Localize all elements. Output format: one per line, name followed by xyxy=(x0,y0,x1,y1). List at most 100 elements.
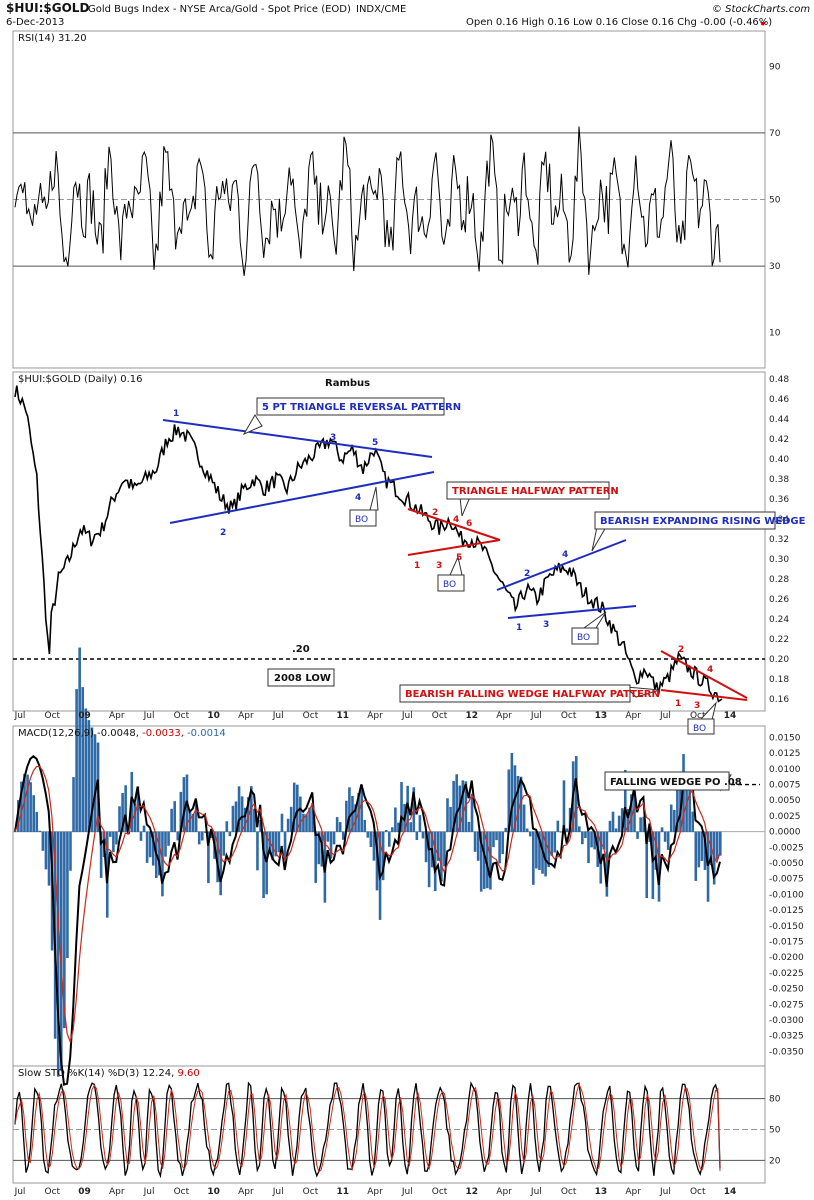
callout-pointer xyxy=(242,414,263,436)
macd-tick-label: -0.0250 xyxy=(769,985,804,995)
macd-histogram-bar xyxy=(369,831,373,847)
macd-histogram-bar xyxy=(409,822,413,833)
macd-histogram-bar xyxy=(338,822,342,833)
falling-wedge-lower xyxy=(660,689,748,701)
macd-histogram-bar xyxy=(574,756,578,833)
macd-histogram-bar xyxy=(69,831,72,871)
macd-histogram-bar xyxy=(216,831,219,883)
macd-histogram-bar xyxy=(657,831,661,902)
sto-label: Slow STO %K(14) %D(3) xyxy=(18,1068,139,1079)
label-expanding-wedge: BEARISH EXPANDING RISING WEDGE xyxy=(600,516,806,527)
macd-histogram-bar xyxy=(142,825,146,833)
macd-histogram-bar xyxy=(271,831,275,861)
macd-histogram-bar xyxy=(317,831,321,865)
price-tick-label: 0.42 xyxy=(769,435,789,445)
falling-wedge-upper xyxy=(660,650,748,699)
bo-label: BO xyxy=(443,580,456,590)
price-x-tick: Oct xyxy=(174,711,190,721)
macd-histogram-bar xyxy=(225,821,229,833)
macd-histogram-bar xyxy=(259,820,262,833)
macd-histogram-bar xyxy=(93,734,97,833)
macd-value: -0.0048, xyxy=(97,728,139,739)
macd-histogram-bar xyxy=(630,794,633,833)
macd-histogram-bar xyxy=(602,831,606,850)
price-x-tick: 12 xyxy=(466,711,479,721)
sto-x-tick: 13 xyxy=(595,1187,608,1197)
sto-x-tick: 14 xyxy=(724,1187,737,1197)
macd-histogram-bar xyxy=(63,831,66,1029)
bo-label: BO xyxy=(577,633,590,643)
macd-histogram-bar xyxy=(26,774,29,833)
macd-histogram-bar xyxy=(44,831,48,870)
macd-histogram-bar xyxy=(262,831,265,899)
sto-title: Slow STO %K(14) %D(3) 12.24, 9.60 xyxy=(18,1068,200,1079)
price-tick-label: 0.34 xyxy=(769,515,789,525)
macd-histogram-bar xyxy=(308,807,311,833)
price-x-tick: Oct xyxy=(303,711,319,721)
macd-histogram-bar xyxy=(139,831,143,841)
halfway-triangle-upper xyxy=(407,508,501,541)
macd-histogram-bar xyxy=(590,831,593,848)
macd-histogram-bar xyxy=(519,776,523,833)
sto-k-value: 12.24, xyxy=(142,1068,174,1079)
wave-number: 4 xyxy=(355,493,361,503)
macd-histogram-bar xyxy=(87,720,91,833)
macd-histogram-bar xyxy=(544,831,547,877)
macd-tick-label: 0.0100 xyxy=(769,765,801,775)
wave-number: 1 xyxy=(173,409,179,419)
wave-number: 1 xyxy=(675,699,681,709)
macd-histogram-bar xyxy=(623,770,627,833)
macd-histogram-bar xyxy=(283,831,287,860)
macd-histogram-bar xyxy=(694,831,698,881)
macd-histogram-bar xyxy=(440,831,443,882)
macd-histogram-bar xyxy=(556,820,560,833)
macd-tick-label: 0.0050 xyxy=(769,796,801,806)
sto-x-tick: Jul xyxy=(530,1187,542,1197)
macd-histogram-bar xyxy=(170,808,173,833)
macd-histogram-bar xyxy=(375,831,379,891)
bo-label: BO xyxy=(693,724,706,734)
macd-histogram-bar xyxy=(642,816,645,833)
price-x-tick: Jul xyxy=(530,711,542,721)
macd-histogram-bar xyxy=(115,831,118,845)
macd-tick-label: -0.0125 xyxy=(769,906,804,916)
macd-title: MACD(12,26,9) -0.0048, -0.0033, -0.0014 xyxy=(18,728,226,739)
macd-histogram-bar xyxy=(228,831,232,837)
macd-histogram-bar xyxy=(188,812,192,833)
price-x-tick: 14 xyxy=(724,711,737,721)
bo-box xyxy=(571,627,599,645)
macd-histogram-bar xyxy=(112,831,115,853)
price-tick-label: 0.26 xyxy=(769,595,789,605)
price-x-tick: 10 xyxy=(207,711,220,721)
macd-histogram-bar xyxy=(397,822,400,833)
box-5pt-triangle xyxy=(256,397,445,416)
sto-x-tick: Oct xyxy=(303,1187,319,1197)
macd-histogram-bar xyxy=(599,831,603,884)
macd-histogram-bar xyxy=(109,831,112,837)
label-20: .20 xyxy=(292,644,310,655)
bo-box xyxy=(687,718,715,735)
macd-histogram-bar xyxy=(584,831,587,838)
macd-histogram-bar xyxy=(446,798,449,833)
macd-histogram-bar xyxy=(345,800,348,833)
label-falling-wedge: BEARISH FALLING WEDGE HALFWAY PATTERN xyxy=(405,689,660,700)
callout-pointer xyxy=(459,496,471,517)
macd-histogram-bar xyxy=(207,831,210,884)
box-falling-wedge-po xyxy=(604,771,730,791)
wave-number: 6 xyxy=(466,519,472,529)
macd-histogram-bar xyxy=(354,804,357,833)
macd-histogram-bar xyxy=(455,774,458,833)
macd-histogram-bar xyxy=(99,831,103,878)
rsi-tick-label: 90 xyxy=(769,62,781,72)
sto-x-tick: Oct xyxy=(690,1187,706,1197)
macd-tick-label: 0.0025 xyxy=(769,812,801,822)
macd-histogram-bar xyxy=(559,831,563,833)
macd-histogram-bar xyxy=(685,779,688,833)
macd-histogram-bar xyxy=(651,831,655,900)
ohlc-readout: Open 0.16 High 0.16 Low 0.16 Close 0.16 … xyxy=(466,17,772,28)
price-tick-label: 0.20 xyxy=(769,655,789,665)
macd-histogram-bar xyxy=(200,831,204,841)
macd-tick-label: -0.0350 xyxy=(769,1047,804,1057)
macd-histogram-bar xyxy=(691,811,695,833)
macd-tick-label: 0.0075 xyxy=(769,781,801,791)
